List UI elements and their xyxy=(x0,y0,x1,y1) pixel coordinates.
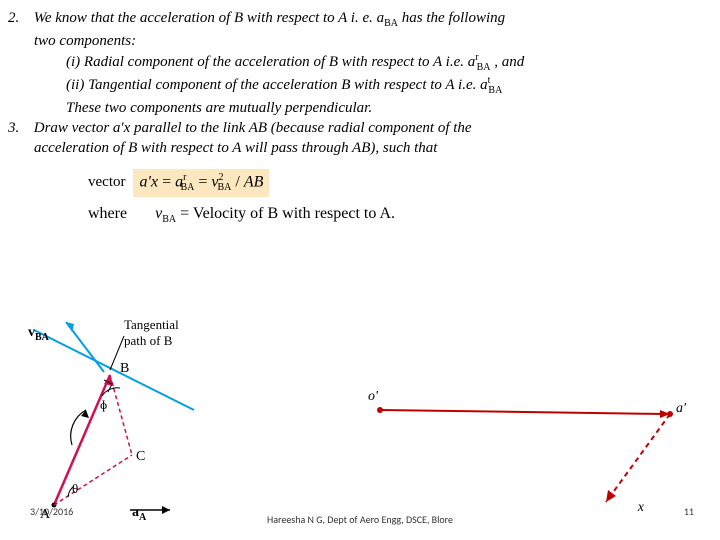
item2-ii-a: (ii) Tangential component of the xyxy=(66,77,263,93)
fig-phi: ɸ xyxy=(100,396,107,414)
eq-body: a′x = arBA = v2BA / AB xyxy=(133,169,269,197)
item2-ii-sub: BA xyxy=(488,85,502,96)
item2-these: These two components are mutually perpen… xyxy=(66,98,702,118)
linkage-figure: vBA Tangential path of B B C A aA θ ɸ xyxy=(24,300,224,520)
vec-x: x xyxy=(638,499,644,518)
footer-page: 11 xyxy=(684,505,694,519)
item2-line1b: has the following xyxy=(398,10,505,26)
fig-C: C xyxy=(136,448,145,467)
item3-num: 3. xyxy=(8,118,30,138)
eq-where-tail: = Velocity of B with respect to A. xyxy=(176,205,395,222)
equation-block: vector a′x = arBA = v2BA / AB where vBA … xyxy=(88,169,702,227)
item2-ii-b: acceleration B with respect to A i.e. a xyxy=(263,77,488,93)
item2-i-sub: BA xyxy=(477,62,491,73)
item3-line1: Draw vector a'x parallel to the link AB … xyxy=(34,120,472,136)
eq-lead: vector xyxy=(88,172,125,192)
eq-where-sub: BA xyxy=(162,214,176,225)
item2-line2: two components: xyxy=(34,31,702,51)
item2-i-tail: , and xyxy=(490,54,524,70)
eq-where-lead: where xyxy=(88,203,127,225)
vec-o: o' xyxy=(368,388,378,407)
item2-line1-sub: BA xyxy=(384,18,398,29)
item2-num: 2. xyxy=(8,8,30,28)
footer-center: Hareesha N G, Dept of Aero Engg, DSCE, B… xyxy=(250,513,470,527)
item2-i-b: of B with respect to A i.e. a xyxy=(310,54,476,70)
fig-aA-sub: A xyxy=(139,512,146,523)
fig-B: B xyxy=(120,360,129,379)
footer-date: 3/10/2016 xyxy=(30,505,73,519)
fig-aA: a xyxy=(132,505,139,520)
item2-line1a: We know that the acceleration of B with … xyxy=(34,10,384,26)
item2-i-a: (i) Radial component of the acceleration xyxy=(66,54,310,70)
vector-diagram: o' a' xyxy=(360,390,700,510)
fig-theta: θ xyxy=(72,480,78,498)
vec-a: a' xyxy=(676,400,686,419)
item3-line2: acceleration of B with respect to A will… xyxy=(34,138,702,158)
